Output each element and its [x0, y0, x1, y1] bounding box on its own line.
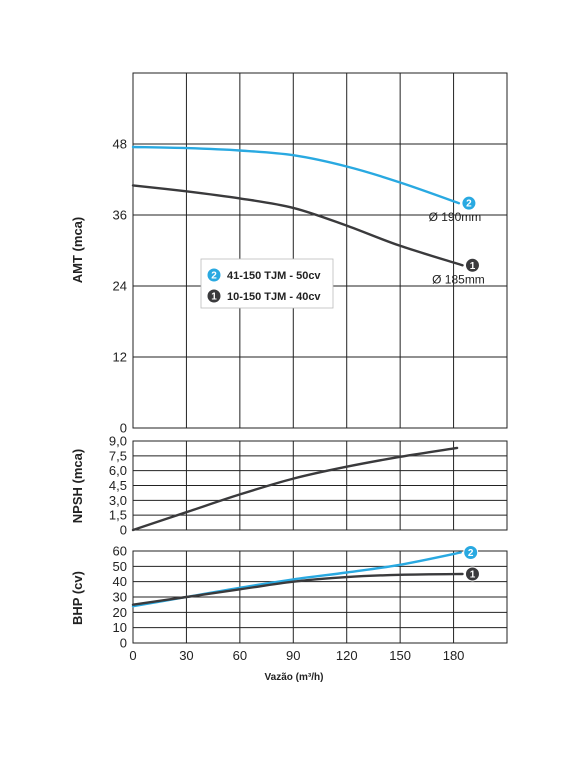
y-tick-label: 12	[113, 350, 127, 365]
y-tick-label: 0	[120, 523, 127, 538]
legend: 2 41-150 TJM - 50cv 1 10-150 TJM - 40cv	[200, 258, 334, 309]
impeller-diameter-label: Ø 185mm	[432, 272, 485, 286]
y-tick-label: 40	[113, 574, 127, 589]
series-end-marker-circle	[464, 566, 480, 582]
y-tick-label: 10	[113, 620, 127, 635]
x-tick-label: 150	[389, 648, 411, 663]
legend-marker-circle	[206, 267, 222, 283]
impeller-diameter-label: Ø 190mm	[429, 210, 482, 224]
legend-label: 41-150 TJM - 50cv	[227, 270, 321, 282]
plot-frame	[132, 72, 508, 429]
y-axis-title: AMT (mca)	[70, 217, 85, 283]
x-axis-title: Vazão (m³/h)	[265, 672, 324, 683]
y-tick-label: 60	[113, 544, 127, 559]
legend-label: 10-150 TJM - 40cv	[227, 291, 321, 303]
series-line	[131, 572, 464, 606]
x-tick-label: 0	[129, 648, 136, 663]
y-tick-label: 7,5	[109, 448, 127, 463]
legend-marker-number: 1	[211, 292, 217, 303]
y-axis-title: NPSH (mca)	[70, 449, 85, 523]
y-tick-label: 24	[113, 279, 127, 294]
y-tick-label: 30	[113, 590, 127, 605]
x-tick-label: 90	[286, 648, 300, 663]
series-end-marker-number: 1	[470, 570, 476, 581]
series-end-marker-circle	[461, 195, 477, 211]
series-line	[131, 446, 459, 532]
series-end-marker-circle	[464, 257, 480, 273]
x-tick-label: 180	[443, 648, 465, 663]
y-tick-label: 0	[120, 636, 127, 651]
y-tick-label: 48	[113, 137, 127, 152]
y-tick-label: 36	[113, 208, 127, 223]
legend-marker-number: 2	[211, 271, 217, 282]
x-tick-label: 60	[233, 648, 247, 663]
series-end-marker-number: 2	[468, 548, 474, 559]
y-tick-label: 4,5	[109, 478, 127, 493]
y-tick-label: 50	[113, 559, 127, 574]
x-tick-label: 30	[179, 648, 193, 663]
series-end-marker-circle	[463, 545, 479, 561]
y-tick-label: 0	[120, 421, 127, 436]
legend-box	[200, 258, 334, 309]
series-end-marker-number: 2	[466, 199, 472, 210]
npsh-panel: 01,53,04,56,07,59,0 NPSH (mca)	[70, 434, 508, 538]
x-tick-label: 120	[336, 648, 358, 663]
series-end-marker-number: 1	[470, 261, 476, 272]
series-line	[131, 145, 461, 205]
y-tick-label: 6,0	[109, 463, 127, 478]
legend-marker-circle	[206, 288, 222, 304]
y-tick-label: 3,0	[109, 493, 127, 508]
y-tick-label: 1,5	[109, 508, 127, 523]
series-line	[131, 184, 464, 267]
y-tick-label: 9,0	[109, 434, 127, 449]
y-tick-label: 20	[113, 605, 127, 620]
y-axis-title: BHP (cv)	[70, 571, 85, 625]
